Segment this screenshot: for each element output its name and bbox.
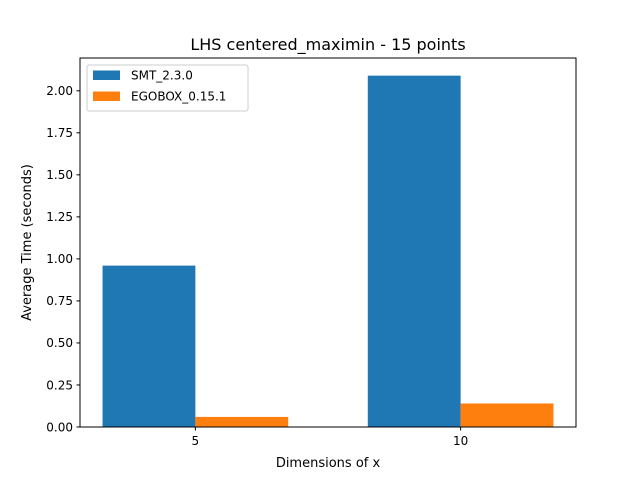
- legend: SMT_2.3.0 EGOBOX_0.15.1: [86, 64, 249, 112]
- x-axis-ticks: 5 10: [192, 427, 468, 448]
- y-axis-label: Average Time (seconds): [20, 164, 35, 321]
- y-tick-label: 0.75: [46, 294, 73, 308]
- x-tick-label: 10: [453, 434, 468, 448]
- bar-egobox-0-15-1-10: [460, 403, 554, 427]
- y-tick-label: 0.25: [46, 378, 73, 392]
- chart-title: LHS centered_maximin - 15 points: [190, 35, 465, 55]
- bars-group: [102, 75, 554, 427]
- legend-swatch: [93, 70, 120, 80]
- bar-smt-2-3-0-5: [102, 265, 196, 427]
- legend-swatch: [93, 91, 120, 101]
- y-axis-ticks: 0.00 0.25 0.50 0.75 1.00 1.25 1.50 1.75 2.00: [46, 84, 80, 434]
- legend-label: EGOBOX_0.15.1: [131, 90, 226, 104]
- legend-label: SMT_2.3.0: [131, 69, 193, 83]
- legend-box: [86, 64, 249, 112]
- x-tick-label: 5: [192, 434, 200, 448]
- y-tick-label: 1.50: [46, 168, 73, 182]
- y-tick-label: 2.00: [46, 84, 73, 98]
- x-axis-label: Dimensions of x: [276, 456, 381, 471]
- y-tick-label: 1.00: [46, 252, 73, 266]
- y-tick-label: 1.25: [46, 210, 73, 224]
- y-tick-label: 0.50: [46, 336, 73, 350]
- bar-smt-2-3-0-10: [367, 75, 461, 427]
- y-tick-label: 0.00: [46, 420, 73, 434]
- plot-frame: [79, 57, 577, 428]
- y-tick-label: 1.75: [46, 126, 73, 140]
- bar-egobox-0-15-1-5: [195, 416, 289, 427]
